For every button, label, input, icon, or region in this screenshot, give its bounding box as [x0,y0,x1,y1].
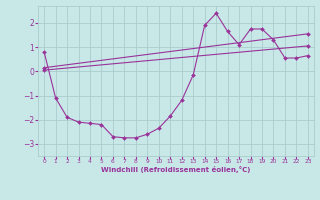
X-axis label: Windchill (Refroidissement éolien,°C): Windchill (Refroidissement éolien,°C) [101,166,251,173]
